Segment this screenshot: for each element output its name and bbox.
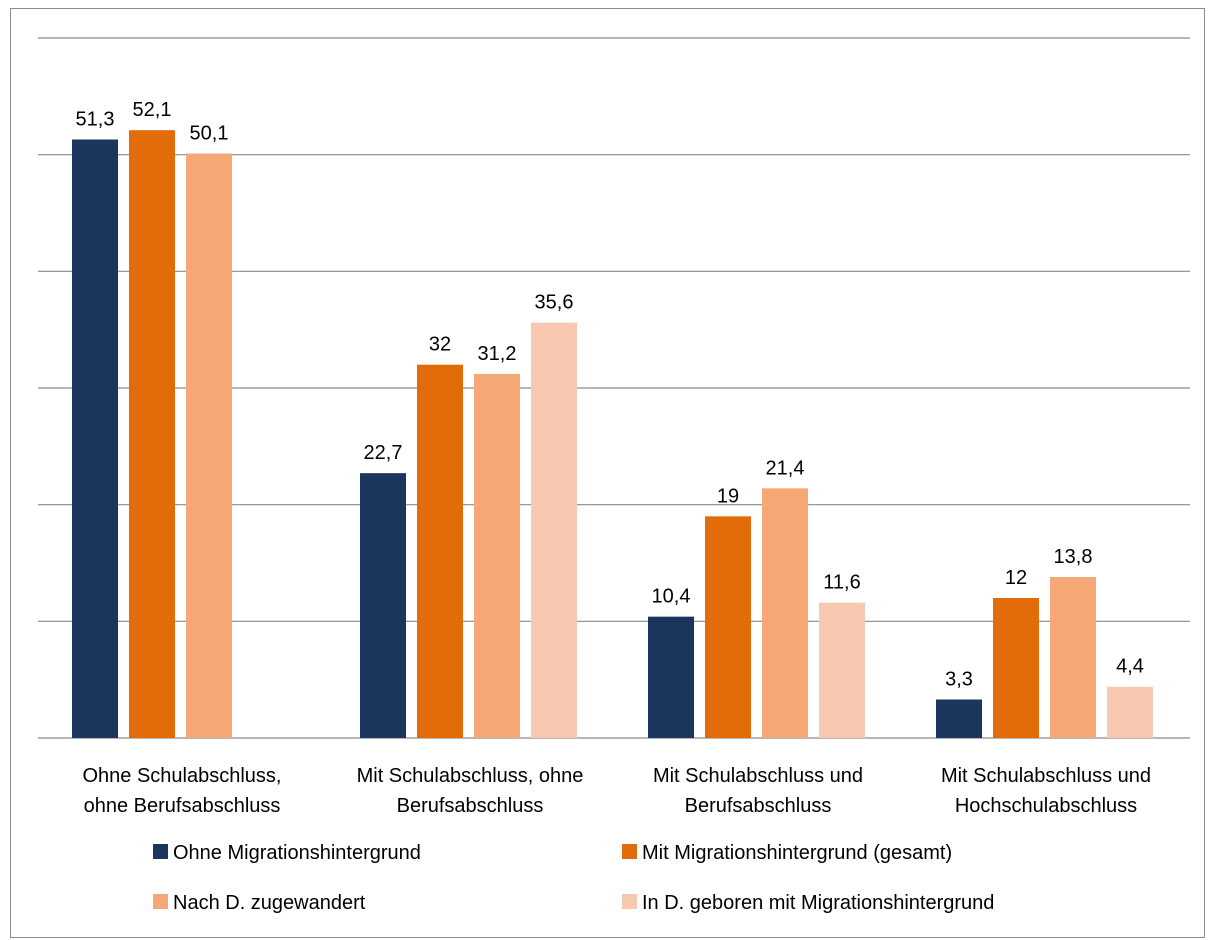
category-label: Mit Schulabschluss und xyxy=(653,765,863,787)
category-label: Ohne Schulabschluss, xyxy=(82,765,281,787)
bar xyxy=(474,374,520,738)
bar xyxy=(417,364,463,738)
category-label: Berufsabschluss xyxy=(685,795,832,817)
category-label: Berufsabschluss xyxy=(397,795,544,817)
bar xyxy=(1107,686,1153,738)
data-label: 13,8 xyxy=(1054,546,1093,568)
bar xyxy=(531,322,577,738)
bar xyxy=(1050,577,1096,738)
category-label: Mit Schulabschluss und xyxy=(941,765,1151,787)
category-labels: Ohne Schulabschluss, ohne Berufsabschluss… xyxy=(82,765,1151,817)
data-label: 12 xyxy=(1005,567,1027,589)
legend-label: Mit Migrationshintergrund (gesamt) xyxy=(642,842,952,864)
bar xyxy=(360,473,406,738)
bar xyxy=(705,516,751,738)
bar xyxy=(648,616,694,738)
data-label: 35,6 xyxy=(535,292,574,314)
bar xyxy=(993,598,1039,738)
data-label: 51,3 xyxy=(76,109,115,131)
data-label: 32 xyxy=(429,334,451,356)
bar xyxy=(129,130,175,738)
chart-frame xyxy=(10,8,1205,938)
legend-swatch xyxy=(622,894,637,909)
data-label: 22,7 xyxy=(364,442,403,464)
legend-swatch xyxy=(153,844,168,859)
data-label: 4,4 xyxy=(1116,656,1144,678)
legend-swatch xyxy=(622,844,637,859)
data-label: 3,3 xyxy=(945,669,973,691)
data-label: 21,4 xyxy=(766,457,805,479)
data-label: 52,1 xyxy=(133,99,172,121)
category-label: ohne Berufsabschluss xyxy=(84,795,281,817)
legend-label: In D. geboren mit Migrationshintergrund xyxy=(642,892,994,914)
category-label: Hochschulabschluss xyxy=(955,795,1137,817)
legend: Ohne Migrationshintergrund Mit Migrations… xyxy=(153,842,994,914)
category-label: Mit Schulabschluss, ohne xyxy=(357,765,584,787)
legend-swatch xyxy=(153,894,168,909)
data-labels: 51,3 22,7 10,4 3,3 52,1 32 19 12 50,1 31,2 21,4 13,… xyxy=(76,99,1144,690)
bar xyxy=(762,488,808,738)
data-label: 50,1 xyxy=(190,123,229,145)
bars xyxy=(72,130,1153,738)
bar xyxy=(186,153,232,738)
bar xyxy=(936,699,982,738)
legend-label: Ohne Migrationshintergrund xyxy=(173,842,421,864)
data-label: 31,2 xyxy=(478,343,517,365)
bar xyxy=(819,602,865,738)
legend-label: Nach D. zugewandert xyxy=(173,892,366,914)
data-label: 19 xyxy=(717,485,739,507)
bar xyxy=(72,139,118,738)
data-label: 11,6 xyxy=(823,572,860,594)
data-label: 10,4 xyxy=(652,586,691,608)
